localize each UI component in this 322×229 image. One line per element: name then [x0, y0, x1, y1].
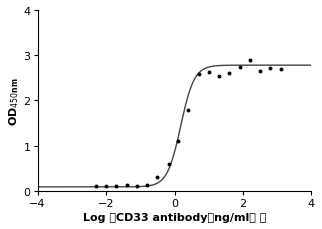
Point — [124, 183, 129, 187]
Y-axis label: OD$_{450\mathregular{nm}}$: OD$_{450\mathregular{nm}}$ — [7, 77, 21, 125]
Point — [167, 162, 172, 166]
Point — [206, 71, 211, 75]
Point — [278, 68, 283, 71]
Point — [103, 184, 109, 188]
Point — [186, 109, 191, 113]
Point — [145, 183, 150, 187]
Point — [258, 70, 263, 74]
Point — [155, 176, 160, 180]
Point — [247, 59, 252, 62]
Point — [227, 72, 232, 76]
Point — [216, 74, 222, 78]
Point — [93, 185, 99, 188]
Point — [268, 67, 273, 70]
Point — [114, 184, 119, 188]
Point — [237, 65, 242, 69]
Point — [175, 140, 181, 143]
Point — [196, 73, 201, 77]
X-axis label: Log （CD33 antibody（ng/ml） ）: Log （CD33 antibody（ng/ml） ） — [83, 212, 266, 222]
Point — [134, 184, 139, 188]
